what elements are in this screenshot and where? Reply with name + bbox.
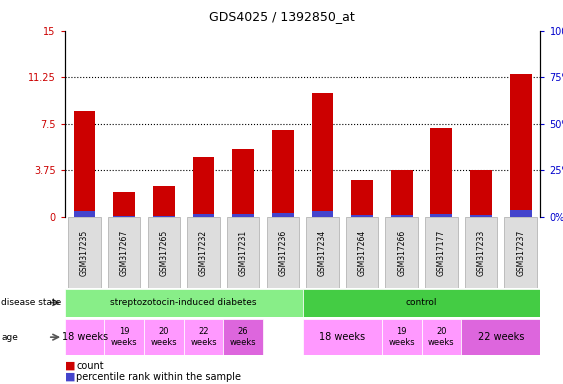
- Text: GSM317266: GSM317266: [397, 229, 406, 276]
- Bar: [272, 213, 294, 217]
- Bar: [272, 130, 294, 217]
- Bar: [391, 170, 413, 217]
- Bar: [351, 215, 373, 217]
- Text: GSM317267: GSM317267: [120, 229, 129, 276]
- FancyBboxPatch shape: [422, 319, 461, 355]
- FancyBboxPatch shape: [104, 319, 144, 355]
- Bar: [431, 214, 452, 217]
- Text: streptozotocin-induced diabetes: streptozotocin-induced diabetes: [110, 298, 257, 308]
- FancyBboxPatch shape: [224, 319, 263, 355]
- Bar: [233, 214, 254, 217]
- Text: 18 weeks: 18 weeks: [61, 332, 108, 342]
- Text: GSM317231: GSM317231: [239, 229, 248, 276]
- Bar: [391, 215, 413, 217]
- Text: disease state: disease state: [1, 298, 61, 307]
- Text: 20
weeks: 20 weeks: [428, 327, 455, 347]
- Bar: [193, 214, 215, 217]
- Text: 18 weeks: 18 weeks: [319, 332, 365, 342]
- Text: control: control: [406, 298, 437, 308]
- FancyBboxPatch shape: [386, 217, 418, 288]
- FancyBboxPatch shape: [425, 217, 458, 288]
- Text: GDS4025 / 1392850_at: GDS4025 / 1392850_at: [209, 10, 354, 23]
- FancyBboxPatch shape: [303, 319, 382, 355]
- FancyBboxPatch shape: [504, 217, 537, 288]
- Text: percentile rank within the sample: percentile rank within the sample: [76, 372, 241, 382]
- Bar: [311, 211, 333, 217]
- FancyBboxPatch shape: [346, 217, 378, 288]
- FancyBboxPatch shape: [148, 217, 180, 288]
- Text: GSM317265: GSM317265: [159, 229, 168, 276]
- FancyBboxPatch shape: [382, 319, 422, 355]
- Bar: [233, 149, 254, 217]
- Bar: [311, 93, 333, 217]
- FancyBboxPatch shape: [266, 217, 299, 288]
- FancyBboxPatch shape: [144, 319, 184, 355]
- Bar: [113, 216, 135, 217]
- FancyBboxPatch shape: [303, 289, 540, 317]
- Text: GSM317233: GSM317233: [476, 229, 485, 276]
- Text: GSM317232: GSM317232: [199, 229, 208, 276]
- FancyBboxPatch shape: [461, 319, 540, 355]
- Text: ■: ■: [65, 361, 75, 371]
- Bar: [74, 211, 96, 217]
- Bar: [153, 216, 175, 217]
- Text: GSM317234: GSM317234: [318, 229, 327, 276]
- Text: 20
weeks: 20 weeks: [150, 327, 177, 347]
- Text: GSM317236: GSM317236: [278, 229, 287, 276]
- FancyBboxPatch shape: [306, 217, 339, 288]
- Bar: [510, 210, 531, 217]
- Bar: [431, 127, 452, 217]
- FancyBboxPatch shape: [184, 319, 224, 355]
- Text: GSM317264: GSM317264: [358, 229, 367, 276]
- Text: 26
weeks: 26 weeks: [230, 327, 257, 347]
- FancyBboxPatch shape: [108, 217, 140, 288]
- Text: 22 weeks: 22 weeks: [477, 332, 524, 342]
- Bar: [153, 186, 175, 217]
- FancyBboxPatch shape: [65, 289, 303, 317]
- FancyBboxPatch shape: [227, 217, 260, 288]
- Bar: [510, 74, 531, 217]
- Text: GSM317237: GSM317237: [516, 229, 525, 276]
- Bar: [470, 170, 492, 217]
- Text: count: count: [76, 361, 104, 371]
- Text: 19
weeks: 19 weeks: [388, 327, 415, 347]
- Text: age: age: [1, 333, 18, 342]
- FancyBboxPatch shape: [65, 319, 104, 355]
- Bar: [74, 111, 96, 217]
- Text: 19
weeks: 19 weeks: [111, 327, 137, 347]
- Text: GSM317177: GSM317177: [437, 229, 446, 276]
- Bar: [113, 192, 135, 217]
- Text: GSM317235: GSM317235: [80, 229, 89, 276]
- Text: 22
weeks: 22 weeks: [190, 327, 217, 347]
- FancyBboxPatch shape: [187, 217, 220, 288]
- FancyBboxPatch shape: [465, 217, 497, 288]
- FancyBboxPatch shape: [68, 217, 101, 288]
- Bar: [351, 180, 373, 217]
- Bar: [470, 215, 492, 217]
- Bar: [193, 157, 215, 217]
- Text: ■: ■: [65, 372, 75, 382]
